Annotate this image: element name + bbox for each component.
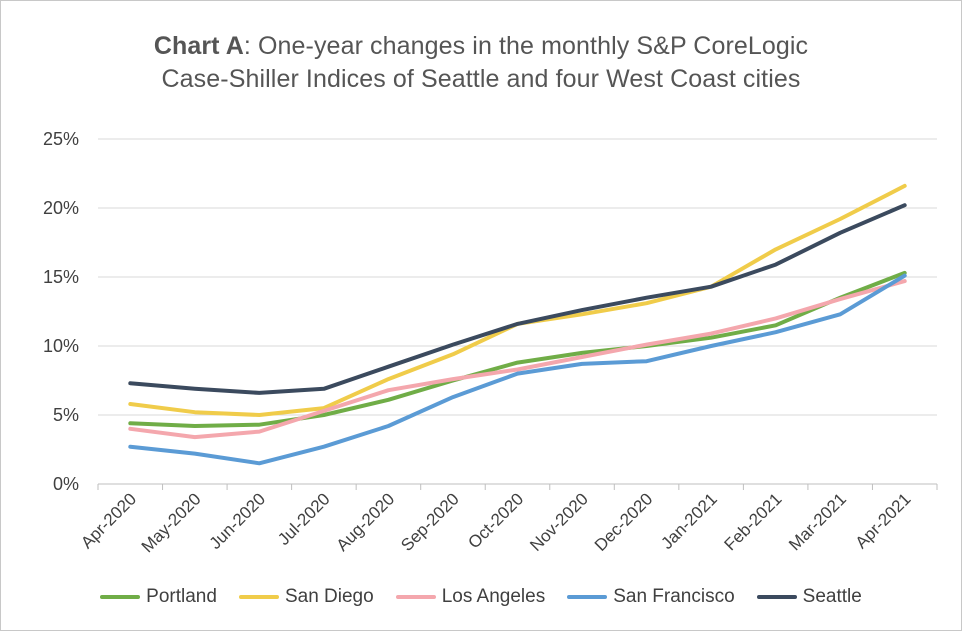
x-tick-label: Dec-2020: [591, 489, 657, 555]
legend-swatch: [238, 595, 279, 599]
legend-item: San Diego: [238, 586, 374, 608]
x-tick-label: Jul-2020: [274, 489, 334, 549]
y-tick-label: 5%: [53, 405, 79, 425]
x-tick-label: May-2020: [138, 489, 205, 556]
series-line-seattle: [128, 203, 907, 395]
legend-item: Los Angeles: [395, 586, 546, 608]
legend-swatch: [395, 595, 436, 599]
chart-legend: Portland San Diego Los Angeles San Francisc…: [0, 586, 962, 608]
legend-item: Seattle: [756, 586, 862, 608]
y-tick-label: 0%: [53, 474, 79, 494]
legend-item: San Francisco: [567, 586, 735, 608]
series-line-san-diego: [128, 183, 907, 417]
y-tick-label: 10%: [43, 336, 79, 356]
series-line-portland: [128, 270, 907, 428]
x-tick-label: Apr-2020: [77, 489, 140, 552]
x-tick-label: Feb-2021: [721, 489, 786, 554]
chart-title-lead: Chart A: [153, 32, 244, 60]
legend-swatch: [100, 595, 141, 599]
legend-item: Portland: [100, 586, 217, 608]
legend-swatch: [567, 595, 608, 599]
chart-title-line2: Case-Shiller Indices of Seattle and four…: [161, 65, 801, 93]
legend-label: San Francisco: [613, 586, 735, 607]
x-tick-label: Jan-2021: [657, 489, 721, 553]
series-line-san-francisco: [128, 273, 907, 466]
x-tick-label: Aug-2020: [333, 489, 399, 555]
x-tick-label: Oct-2020: [464, 489, 527, 552]
legend-label: Los Angeles: [441, 586, 546, 607]
x-tick-label: Jun-2020: [206, 489, 270, 553]
x-tick-label: Mar-2021: [785, 489, 850, 554]
legend-label: Portland: [146, 586, 217, 607]
chart-title-line1: : One-year changes in the monthly S&P Co…: [243, 32, 809, 60]
legend-label: Seattle: [802, 586, 862, 607]
y-tick-label: 15%: [43, 267, 79, 287]
legend-label: San Diego: [284, 586, 374, 607]
x-tick-label: Apr-2021: [852, 489, 915, 552]
series-line-los-angeles: [128, 279, 907, 440]
x-tick-label: Nov-2020: [526, 489, 592, 555]
y-tick-label: 20%: [43, 198, 79, 218]
y-tick-label: 25%: [43, 129, 79, 149]
legend-swatch: [756, 595, 797, 599]
chart-title: Chart A: One-year changes in the monthly…: [0, 30, 962, 96]
x-tick-label: Sep-2020: [397, 489, 463, 555]
